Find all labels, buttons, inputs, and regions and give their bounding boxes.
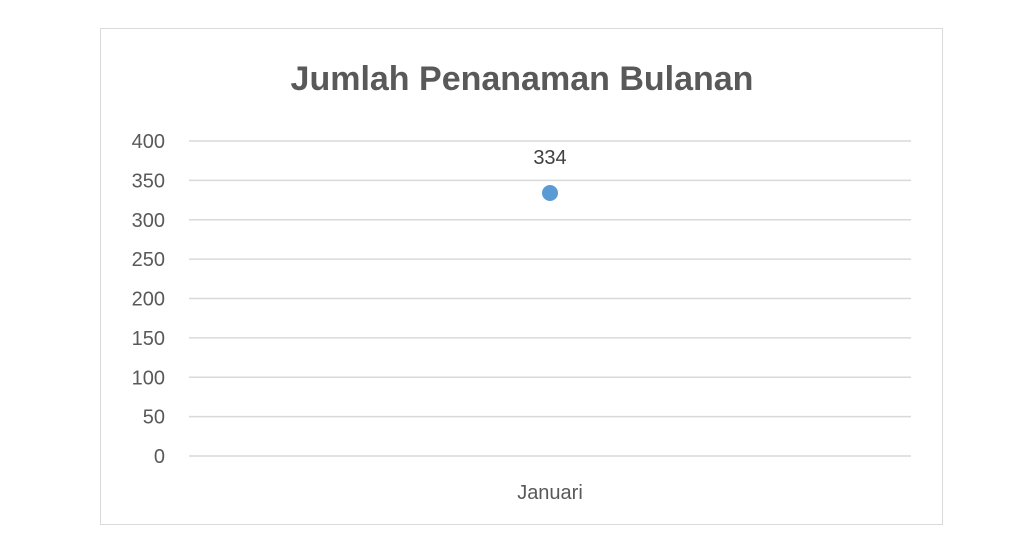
y-tick-label: 350 bbox=[132, 170, 165, 192]
x-tick-label: Januari bbox=[517, 482, 583, 504]
gridlines bbox=[189, 140, 911, 457]
y-tick-label: 150 bbox=[132, 328, 165, 350]
y-tick-label: 300 bbox=[132, 210, 165, 232]
data-point bbox=[542, 184, 558, 201]
y-tick-label: 250 bbox=[132, 249, 165, 271]
chart-container: Jumlah Penanaman Bulanan 0 50 100 150 200 250… bbox=[100, 28, 943, 525]
series-layer: 334 bbox=[533, 147, 567, 201]
y-tick-label: 0 bbox=[154, 446, 165, 468]
y-tick-label: 200 bbox=[132, 289, 165, 311]
data-label: 334 bbox=[533, 147, 566, 169]
chart-title: Jumlah Penanaman Bulanan bbox=[291, 60, 754, 98]
y-tick-label: 50 bbox=[143, 407, 165, 429]
chart-svg: Jumlah Penanaman Bulanan 0 50 100 150 200 250… bbox=[132, 60, 911, 504]
x-axis-tick-labels: Januari bbox=[517, 482, 583, 504]
y-tick-label: 100 bbox=[132, 367, 165, 389]
y-axis-tick-labels: 0 50 100 150 200 250 300 350 400 bbox=[132, 131, 165, 468]
y-tick-label: 400 bbox=[132, 131, 165, 153]
